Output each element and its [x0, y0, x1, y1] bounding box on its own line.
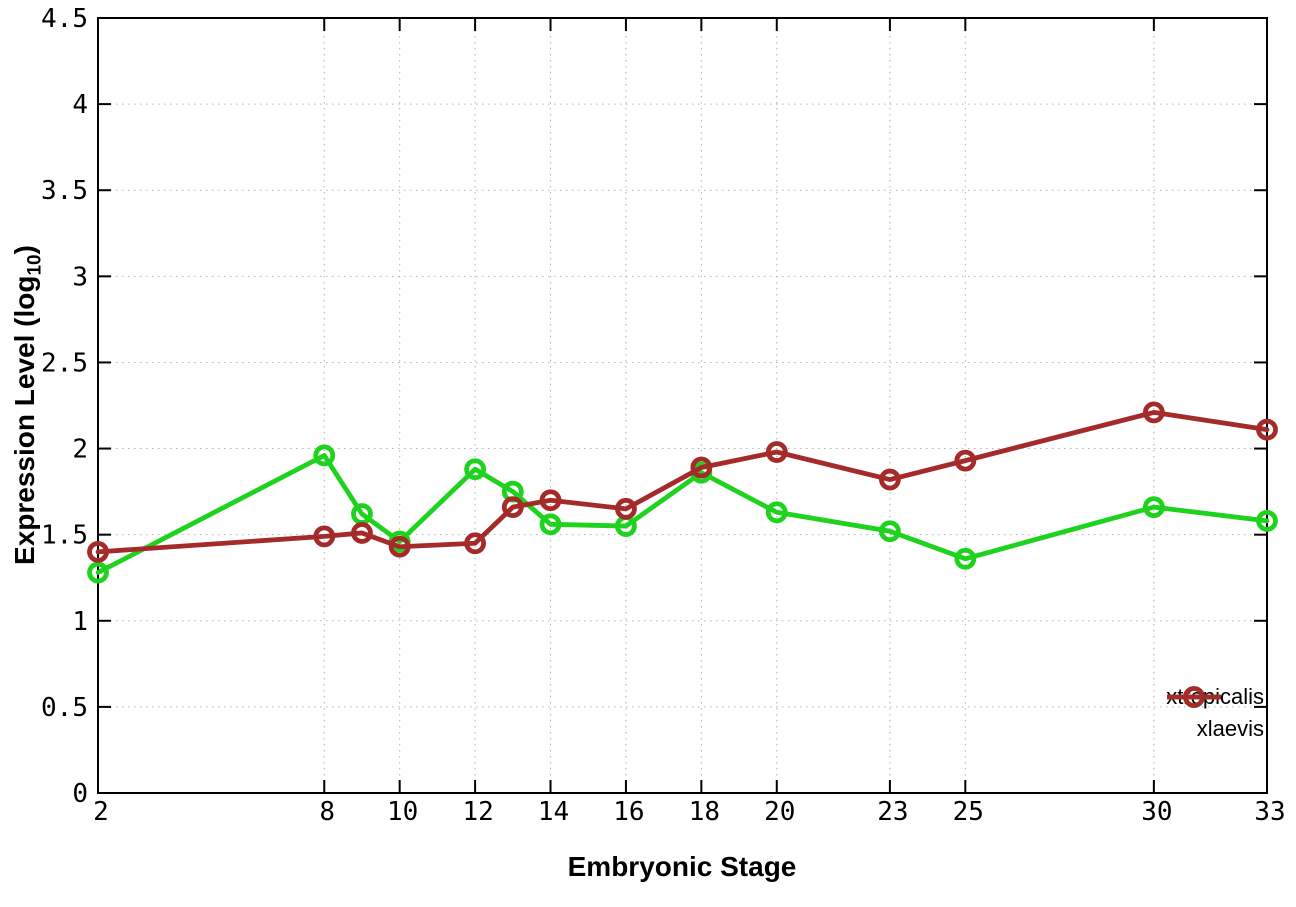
- data-point-xtropicalis: [1142, 496, 1165, 519]
- data-point-xlaevis: [388, 535, 411, 558]
- x-tick-label: 20: [764, 797, 795, 827]
- y-tick-label: 0.5: [41, 693, 88, 723]
- y-tick-label: 3.5: [41, 176, 88, 206]
- y-axis-title-text: Expression Level (log: [9, 275, 40, 565]
- data-point-xlaevis: [464, 532, 486, 555]
- y-tick-label: 4: [72, 90, 88, 120]
- y-tick-label: 3: [72, 262, 88, 292]
- plot-border: [97, 17, 1268, 794]
- series-line-xtropicalis: [95, 453, 1270, 575]
- data-point-xlaevis: [87, 540, 109, 563]
- x-tick-label: 14: [538, 797, 569, 827]
- legend: xtropicalis xlaevis: [1166, 684, 1264, 742]
- x-tick-label: 12: [462, 797, 493, 827]
- x-tick-label: 8: [319, 797, 335, 827]
- x-axis-title: Embryonic Stage: [567, 851, 797, 882]
- data-point-xlaevis: [501, 496, 524, 519]
- legend-label: xlaevis: [1196, 716, 1264, 741]
- y-axis-title-close: ): [9, 245, 40, 255]
- y-axis-title-subscript: 10: [24, 254, 46, 276]
- data-point-xtropicalis: [539, 513, 562, 536]
- x-tick-label: 2: [93, 797, 109, 827]
- data-point-xtropicalis: [1256, 509, 1278, 532]
- y-tick-label: 0: [72, 779, 88, 809]
- data-point-xtropicalis: [879, 520, 901, 543]
- x-tick-label: 16: [613, 797, 644, 827]
- data-point-xlaevis: [351, 522, 373, 544]
- data-point-xtropicalis: [464, 458, 486, 481]
- x-tick-label: 30: [1141, 797, 1172, 827]
- data-point-xlaevis: [765, 441, 788, 463]
- legend-sample-line-icon: [1167, 686, 1222, 708]
- data-point-xlaevis: [1142, 401, 1165, 424]
- x-tick-label: 23: [877, 797, 908, 827]
- data-point-xtropicalis: [765, 501, 788, 524]
- data-point-xlaevis: [313, 525, 336, 548]
- legend-item-xlaevis: xlaevis: [1167, 686, 1264, 742]
- y-axis-title: Expression Level (log10): [9, 245, 46, 565]
- y-tick-label: 4.5: [41, 4, 88, 34]
- data-point-xlaevis: [690, 456, 713, 479]
- data-point-xlaevis: [1256, 418, 1278, 441]
- y-tick-label: 2.5: [41, 348, 88, 378]
- data-point-xlaevis: [615, 497, 637, 520]
- y-tick-label: 1: [72, 607, 88, 637]
- y-tick-label: 1.5: [41, 521, 88, 551]
- data-point-xlaevis: [879, 468, 901, 491]
- data-point-xlaevis: [954, 449, 977, 472]
- data-point-xlaevis: [539, 489, 562, 512]
- y-tick-label: 2: [72, 435, 88, 465]
- x-tick-label: 10: [387, 797, 418, 827]
- x-tick-label: 25: [953, 797, 984, 827]
- data-point-xtropicalis: [954, 547, 977, 570]
- data-point-xtropicalis: [87, 561, 109, 584]
- x-tick-label: 33: [1254, 797, 1285, 827]
- data-point-xtropicalis: [313, 444, 336, 467]
- x-tick-label: 18: [689, 797, 720, 827]
